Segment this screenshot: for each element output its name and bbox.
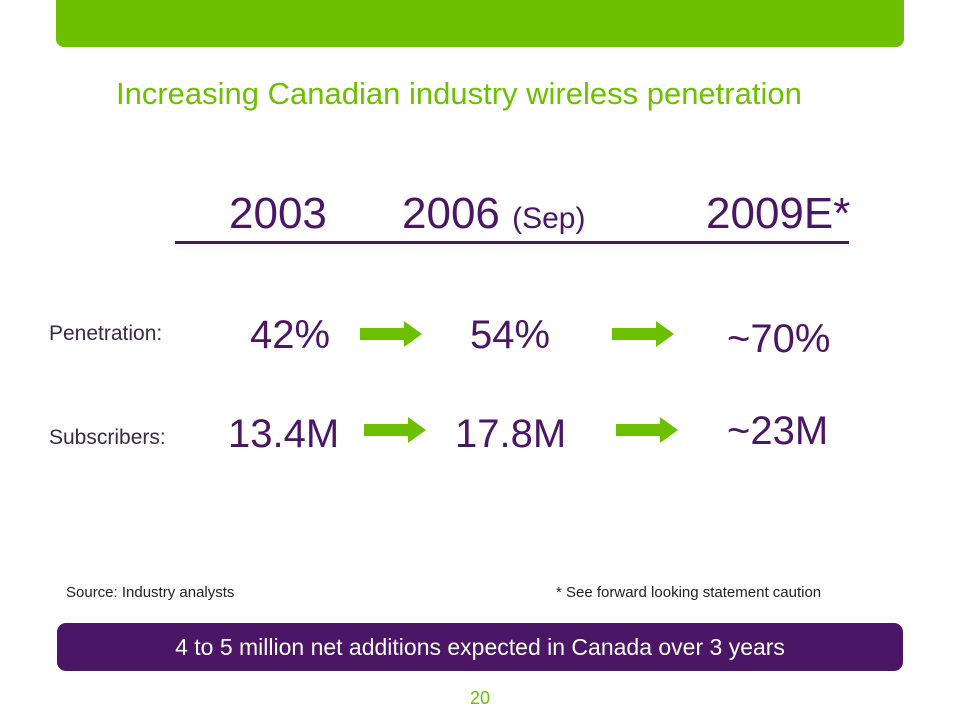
top-accent-bar <box>56 0 904 47</box>
penetration-2006: 54% <box>470 313 551 357</box>
source-note: Source: Industry analysts <box>66 584 235 601</box>
penetration-2003: 42% <box>250 313 331 357</box>
year-qualifier: (Sep) <box>512 202 586 235</box>
page-number: 20 <box>469 688 491 708</box>
right-arrow-icon <box>364 417 426 443</box>
subscribers-2006: 17.8M <box>455 412 567 456</box>
right-arrow-icon <box>616 417 678 443</box>
key-message-banner: 4 to 5 million net additions expected in… <box>57 623 903 671</box>
header-divider <box>175 241 849 244</box>
subscribers-label: Subscribers: <box>49 426 166 449</box>
banner-text: 4 to 5 million net additions expected in… <box>175 633 785 660</box>
forward-looking-caution-note: * See forward looking statement caution <box>556 584 822 601</box>
right-arrow-icon <box>360 321 422 347</box>
penetration-label: Penetration: <box>49 322 163 345</box>
penetration-2009e: ~70% <box>727 317 831 361</box>
slide-title: Increasing Canadian industry wireless pe… <box>116 76 802 111</box>
year-2003: 2003 <box>229 186 327 242</box>
year-label: 2003 <box>229 189 327 238</box>
right-arrow-icon <box>612 321 674 347</box>
subscribers-2003: 13.4M <box>228 412 340 456</box>
year-2006: 2006 (Sep) <box>402 186 585 247</box>
year-label: 2006 <box>402 189 500 238</box>
year-2009e: 2009E* <box>706 186 850 242</box>
year-label: 2009E* <box>706 189 851 238</box>
subscribers-2009e: ~23M <box>727 409 829 453</box>
